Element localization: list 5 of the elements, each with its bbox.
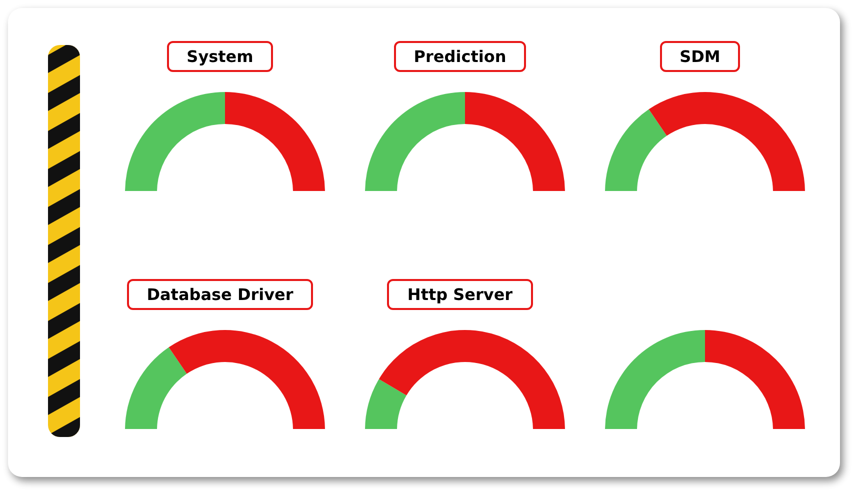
chart-title: System bbox=[166, 41, 274, 72]
chart-title: SDM bbox=[660, 41, 740, 72]
chart-title: Database Driver bbox=[126, 279, 314, 310]
chart-title: Prediction bbox=[394, 41, 526, 72]
chart-title: Http Server bbox=[387, 279, 533, 310]
